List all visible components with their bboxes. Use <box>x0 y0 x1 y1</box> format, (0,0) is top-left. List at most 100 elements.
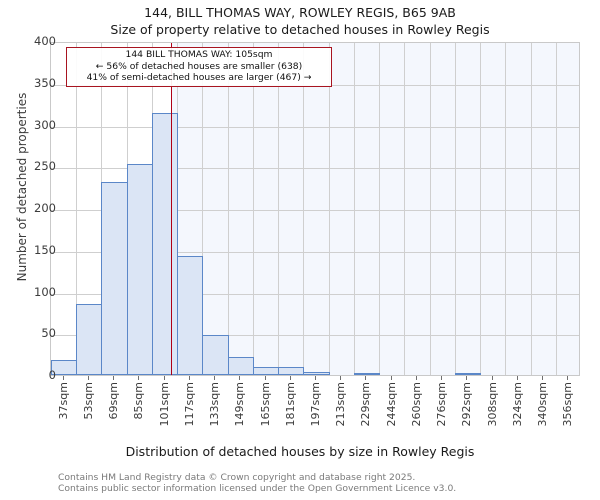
footer-line-1: Contains HM Land Registry data © Crown c… <box>58 472 416 483</box>
x-axis-tick-mark <box>138 376 140 380</box>
x-axis-tick-mark <box>340 376 342 380</box>
x-axis-tick-mark <box>264 376 266 380</box>
y-axis-tick-label: 0 <box>48 368 56 382</box>
x-axis-tick-mark <box>516 376 518 380</box>
x-axis-tick-mark <box>466 376 468 380</box>
gridline-vertical <box>531 43 532 375</box>
chart-subtitle: Size of property relative to detached ho… <box>110 22 490 37</box>
x-axis-tick-mark <box>542 376 544 380</box>
histogram-bar <box>354 373 380 375</box>
y-axis-label: Number of detached properties <box>15 92 29 282</box>
y-axis-tick-label: 200 <box>34 201 56 215</box>
gridline-vertical <box>404 43 405 375</box>
histogram-bar <box>228 357 254 375</box>
gridline-vertical <box>430 43 431 375</box>
histogram-bar <box>127 163 153 375</box>
x-axis-tick-label: 181sqm <box>283 382 297 427</box>
x-axis-tick-label: 69sqm <box>107 382 121 420</box>
gridline-vertical <box>505 43 506 375</box>
x-axis-tick-label: 133sqm <box>208 382 222 427</box>
x-axis-tick-mark <box>365 376 367 380</box>
histogram-bar <box>202 334 229 375</box>
x-axis-tick-mark <box>441 376 443 380</box>
y-axis-tick-label: 100 <box>34 284 56 299</box>
x-axis-tick-label: 117sqm <box>182 382 196 427</box>
gridline-vertical <box>354 43 355 375</box>
gridline-vertical <box>253 43 254 375</box>
histogram-bar <box>278 366 304 375</box>
x-axis-tick-label: 324sqm <box>510 382 524 427</box>
x-axis-tick-label: 292sqm <box>460 382 474 427</box>
x-axis-tick-label: 276sqm <box>435 382 449 427</box>
chart-title-block: 144, BILL THOMAS WAY, ROWLEY REGIS, B65 … <box>0 4 600 38</box>
gridline-vertical <box>303 43 304 375</box>
gridline-vertical <box>329 43 330 375</box>
x-axis-tick-mark <box>567 376 569 380</box>
x-axis-tick-mark <box>163 376 165 380</box>
x-axis-tick-mark <box>315 376 316 380</box>
histogram-bar <box>455 373 481 375</box>
chart-title: 144, BILL THOMAS WAY, ROWLEY REGIS, B65 … <box>144 5 456 20</box>
x-axis-tick-label: 260sqm <box>409 382 423 427</box>
gridline-vertical <box>379 43 380 375</box>
x-axis-label: Distribution of detached houses by size … <box>125 444 475 459</box>
gridline-vertical <box>278 43 279 375</box>
x-axis-tick-mark <box>390 376 392 380</box>
gridline-vertical <box>76 43 77 375</box>
gridline-vertical <box>202 43 203 375</box>
y-axis-tick-label: 150 <box>34 242 56 257</box>
gridline-horizontal <box>51 335 579 337</box>
x-axis-tick-label: 213sqm <box>334 382 348 427</box>
x-axis-tick-label: 197sqm <box>309 382 322 427</box>
x-axis-tick-mark <box>415 376 417 380</box>
x-axis-tick-label: 308sqm <box>485 382 499 427</box>
y-axis-tick-label: 250 <box>34 159 56 174</box>
x-axis-tick-mark <box>87 376 89 380</box>
property-size-marker-line <box>170 43 173 375</box>
gridline-horizontal <box>51 293 579 295</box>
x-axis-tick-mark <box>289 376 291 380</box>
y-axis-tick-label: 350 <box>34 75 56 90</box>
histogram-bar <box>177 255 203 375</box>
x-axis-tick-mark <box>113 376 115 380</box>
gridline-vertical <box>228 43 229 375</box>
x-axis-tick-label: 244sqm <box>384 382 398 427</box>
x-axis-tick-label: 37sqm <box>56 382 70 420</box>
histogram-bar <box>101 182 128 375</box>
plot-area <box>50 42 580 376</box>
annotation-line-1: 144 BILL THOMAS WAY: 105sqm <box>125 49 273 60</box>
gridline-vertical <box>556 43 557 375</box>
property-annotation-box: 144 BILL THOMAS WAY: 105sqm ← 56% of det… <box>66 47 332 87</box>
gridline-horizontal <box>51 251 579 253</box>
annotation-line-2: ← 56% of detached houses are smaller (63… <box>95 60 303 72</box>
histogram-bar <box>253 366 279 375</box>
footer-line-2: Contains public sector information licen… <box>58 483 457 494</box>
x-axis-tick-label: 101sqm <box>157 382 171 427</box>
gridline-horizontal <box>51 168 579 170</box>
x-axis-tick-label: 229sqm <box>359 382 373 427</box>
annotation-line-3: 41% of semi-detached houses are larger (… <box>86 72 312 83</box>
x-axis-tick-label: 356sqm <box>561 382 575 427</box>
x-axis-tick-label: 53sqm <box>81 382 95 420</box>
figure-footer: Contains HM Land Registry data © Crown c… <box>58 472 578 494</box>
gridline-horizontal <box>51 126 579 128</box>
x-axis-tick-mark <box>62 376 64 380</box>
histogram-bar <box>76 304 102 375</box>
x-axis-tick-mark <box>188 376 190 380</box>
x-axis-tick-label: 149sqm <box>233 382 247 427</box>
gridline-vertical <box>480 43 481 375</box>
x-axis-tick-label: 165sqm <box>258 382 272 427</box>
y-axis-tick-label: 300 <box>34 117 56 132</box>
right-region-shading <box>170 43 579 375</box>
x-axis-tick-mark <box>491 376 493 380</box>
x-axis-tick-label: 85sqm <box>132 382 146 420</box>
histogram-bar <box>152 112 178 375</box>
x-axis-tick-label: 340sqm <box>536 382 550 427</box>
gridline-horizontal <box>51 210 579 211</box>
y-axis-tick-label: 400 <box>34 34 56 48</box>
histogram-bar <box>303 371 330 375</box>
gridline-vertical <box>455 43 456 375</box>
x-axis-tick-mark <box>239 376 241 380</box>
y-axis-tick-label: 50 <box>41 326 56 341</box>
